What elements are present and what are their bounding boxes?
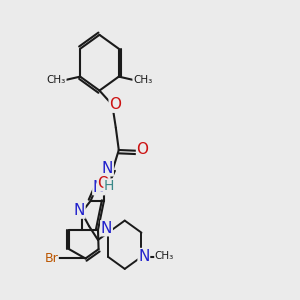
- Text: O: O: [97, 176, 109, 191]
- Text: CH₃: CH₃: [155, 251, 174, 261]
- Text: N: N: [138, 249, 149, 264]
- Text: CH₃: CH₃: [133, 75, 152, 85]
- Text: N: N: [101, 221, 112, 236]
- Text: N: N: [93, 180, 104, 195]
- Text: O: O: [136, 142, 148, 157]
- Text: N: N: [74, 203, 85, 218]
- Text: CH₃: CH₃: [47, 75, 66, 85]
- Text: O: O: [109, 97, 121, 112]
- Text: N: N: [102, 161, 113, 176]
- Text: H: H: [104, 179, 115, 193]
- Text: Br: Br: [44, 252, 58, 265]
